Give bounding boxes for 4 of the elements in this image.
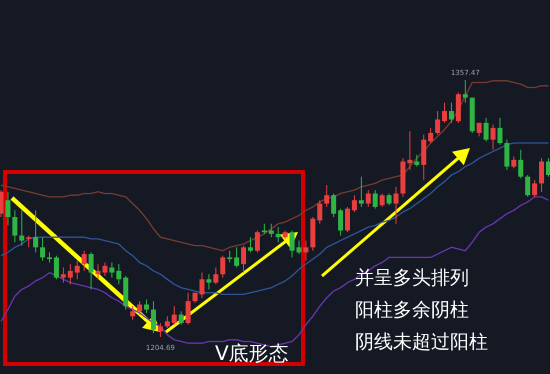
annotation: 并呈多头排列 — [355, 267, 469, 289]
annotation: 阴线未超过阳柱 — [355, 331, 488, 353]
text: V底形态 — [215, 341, 289, 365]
annotation: 阳柱多余阴柱 — [355, 299, 469, 321]
